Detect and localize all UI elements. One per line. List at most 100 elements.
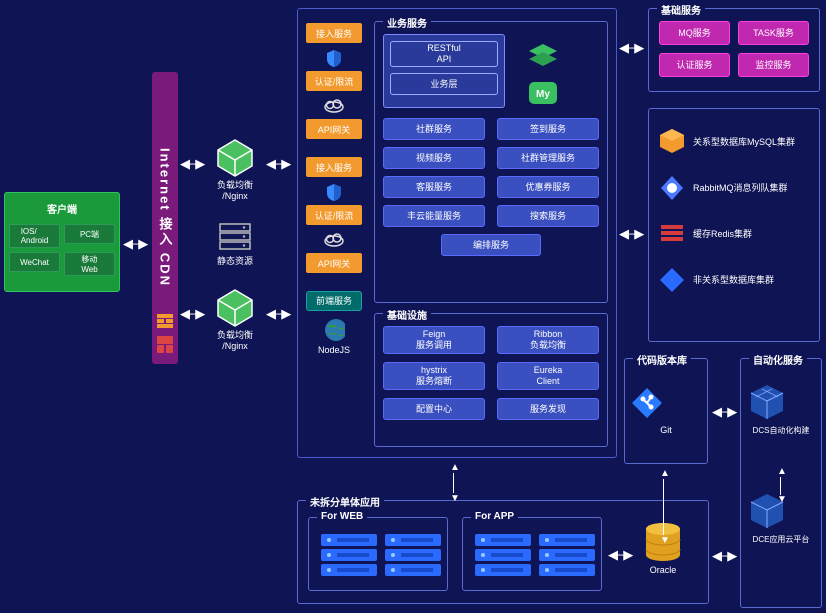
base-mq: MQ服务 — [659, 21, 730, 45]
oracle-label: Oracle — [642, 565, 684, 575]
redis-icon — [657, 219, 687, 247]
gateway-access1: 接入服务 — [306, 23, 362, 43]
biz-services-panel: 业务服务 RESTful API 业务层 My 社群服务 签到服务 视频服务 社… — [374, 21, 608, 303]
biz-layer: 业务层 — [390, 73, 498, 95]
arrow-nginx-gw1 — [266, 156, 289, 172]
svc-orchestration: 编排服务 — [441, 234, 541, 256]
vcs-panel: 代码版本库 Git — [624, 358, 708, 464]
infra-title: 基础设施 — [383, 307, 431, 322]
infra-discovery: 服务发现 — [497, 398, 599, 420]
arrow-svc-base — [619, 40, 642, 56]
restful-box: RESTful API 业务层 — [383, 34, 505, 108]
svc-cs: 客服服务 — [383, 176, 485, 198]
server-rack-icon — [321, 532, 441, 580]
client-pc: PC端 — [64, 224, 115, 244]
mono-app: For APP — [462, 517, 602, 591]
cube-icon — [210, 286, 260, 328]
arrow-client-cdn — [123, 236, 146, 252]
svc-energy: 丰云能量服务 — [383, 205, 485, 227]
automation-panel: 自动化服务 DCS自动化构建 DCE应用云平台 — [740, 358, 822, 608]
cloud-icon — [323, 95, 345, 117]
storage-nosql: 非关系型数据库集群 — [693, 273, 774, 286]
git-icon — [629, 385, 665, 421]
cdn-panel: Internet 接入 CDN — [152, 72, 178, 364]
infra-eureka: Eureka Client — [497, 362, 599, 390]
nginx-top-label: 负载均衡 /Nginx — [210, 178, 260, 201]
nosql-icon — [657, 265, 687, 293]
static-resource-label: 静态资源 — [212, 254, 258, 267]
infra-feign: Feign 服务调用 — [383, 326, 485, 354]
shield-icon — [323, 181, 345, 203]
frontend-service: 前端服务 — [306, 291, 362, 311]
cube-icon — [210, 136, 260, 178]
storage-mysql: 关系型数据库MySQL集群 — [693, 135, 795, 148]
globe-icon — [323, 319, 345, 341]
base-title: 基础服务 — [657, 2, 705, 17]
infra-panel: 基础设施 Feign 服务调用 Ribbon 负载均衡 hystrix 服务熔断… — [374, 313, 608, 447]
infra-ribbon: Ribbon 负载均衡 — [497, 326, 599, 354]
arrow-cdn-nginx1 — [180, 156, 203, 172]
arrow-dcs-dce — [777, 469, 785, 497]
client-panel: 客户端 IOS/ Android PC端 WeChat 移动 Web — [4, 192, 120, 292]
arrow-svc-mono: ▲▼ — [450, 462, 458, 504]
gateway-auth2: 认证/限流 — [306, 205, 362, 225]
storage-rabbit: RabbitMQ消息列队集群 — [693, 181, 788, 194]
db-icon: My — [525, 78, 561, 108]
base-services-panel: 基础服务 MQ服务 TASK服务 认证服务 监控服务 — [648, 8, 820, 92]
arrow-oracle-dce — [712, 548, 735, 564]
cloud-icon — [323, 229, 345, 251]
svc-search: 搜索服务 — [497, 205, 599, 227]
vcs-title: 代码版本库 — [633, 352, 691, 367]
biz-title: 业务服务 — [383, 15, 431, 30]
base-auth: 认证服务 — [659, 53, 730, 77]
infra-config: 配置中心 — [383, 398, 485, 420]
svc-signin: 签到服务 — [497, 118, 599, 140]
dce-label: DCE应用云平台 — [745, 534, 817, 545]
svc-community: 社群服务 — [383, 118, 485, 140]
client-ios-android: IOS/ Android — [9, 224, 60, 248]
rabbit-icon — [657, 173, 687, 201]
gateway-column: 接入服务 认证/限流 API网关 接入服务 认证/限流 API网关 前端服务 N… — [306, 23, 362, 355]
aws-icon — [657, 127, 687, 155]
nginx-top: 负载均衡 /Nginx — [210, 136, 260, 201]
storage-panel: 关系型数据库MySQL集群 RabbitMQ消息列队集群 缓存Redis集群 非… — [648, 108, 820, 342]
dcs-label: DCS自动化构建 — [745, 425, 817, 436]
stack-icon — [525, 42, 561, 72]
client-mobile-web: 移动 Web — [64, 252, 115, 276]
mono-app-title: For APP — [471, 511, 518, 522]
arrow-git-dcs — [712, 404, 735, 420]
nginx-bottom-label: 负载均衡 /Nginx — [210, 328, 260, 351]
arrow-cdn-nginx2 — [180, 306, 203, 322]
storage-redis: 缓存Redis集群 — [693, 227, 752, 240]
client-title: 客户端 — [9, 201, 115, 216]
cdn-title: Internet 接入 CDN — [156, 148, 175, 287]
svc-coupon: 优惠券服务 — [497, 176, 599, 198]
base-task: TASK服务 — [738, 21, 809, 45]
mono-panel: 未拆分单体应用 For WEB For APP — [297, 500, 709, 604]
service-container: 接入服务 认证/限流 API网关 接入服务 认证/限流 API网关 前端服务 N… — [297, 8, 617, 458]
arrow-nginx-gw2 — [266, 306, 289, 322]
nodejs-label: NodeJS — [306, 345, 362, 355]
arrow-app-oracle — [608, 547, 631, 563]
gateway-auth1: 认证/限流 — [306, 71, 362, 91]
server-rack-icon — [475, 532, 595, 580]
svc-community-mgmt: 社群管理服务 — [497, 147, 599, 169]
restful-api: RESTful API — [390, 41, 498, 67]
svc-video: 视频服务 — [383, 147, 485, 169]
server-icon — [212, 222, 258, 254]
client-wechat: WeChat — [9, 252, 60, 272]
mono-web: For WEB — [308, 517, 448, 591]
rubik-icon — [745, 381, 789, 421]
base-monitor: 监控服务 — [738, 53, 809, 77]
automation-title: 自动化服务 — [749, 352, 807, 367]
static-resource: 静态资源 — [212, 222, 258, 267]
arrow-vcs-down: ▲▼ — [660, 468, 668, 546]
mono-title: 未拆分单体应用 — [306, 494, 384, 509]
infra-hystrix: hystrix 服务熔断 — [383, 362, 485, 390]
firewall-icon — [155, 314, 175, 358]
svg-text:My: My — [536, 89, 550, 100]
nginx-bottom: 负载均衡 /Nginx — [210, 286, 260, 351]
gateway-api1: API网关 — [306, 119, 362, 139]
gateway-access2: 接入服务 — [306, 157, 362, 177]
shield-icon — [323, 47, 345, 69]
